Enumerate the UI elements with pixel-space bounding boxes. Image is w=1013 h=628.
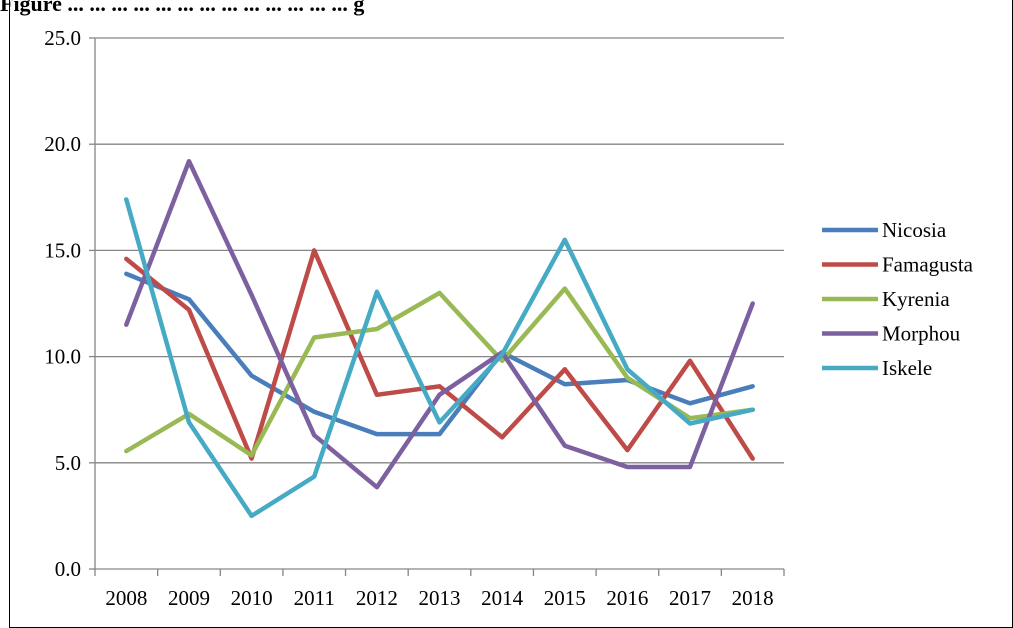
series-line-iskele (124, 197, 755, 519)
x-tick-label-2008: 2008 (105, 586, 147, 610)
x-tick-labels: 2008 2009 2010 2011 2012 2013 2014 2015 2016 2017… (105, 586, 773, 610)
legend-item-nicosia: Nicosia (822, 218, 947, 242)
y-tick-labels: 0.0 5.0 10.0 15.0 20.0 25.0 (44, 26, 81, 581)
legend-label: Iskele (882, 356, 932, 380)
x-tick-label-2017: 2017 (669, 586, 711, 610)
legend-item-morphou: Morphou (822, 322, 961, 346)
series-line-nicosia (124, 271, 755, 437)
x-tick-label-2013: 2013 (419, 586, 461, 610)
legend-item-iskele: Iskele (822, 356, 932, 380)
legend: Nicosia Famagusta Kyrenia Morphou Iskele (822, 218, 974, 380)
x-tick-label-2014: 2014 (481, 586, 524, 610)
y-tick-label-5.0: 5.0 (55, 451, 81, 475)
x-tick-label-2010: 2010 (231, 586, 273, 610)
legend-item-kyrenia: Kyrenia (822, 287, 950, 311)
y-tick-label-0.0: 0.0 (55, 557, 81, 581)
series-line-kyrenia (124, 286, 755, 458)
x-tick-label-2016: 2016 (606, 586, 648, 610)
y-tick-label-10.0: 10.0 (44, 345, 81, 369)
legend-label: Nicosia (882, 218, 947, 242)
y-tick-label-20.0: 20.0 (44, 132, 81, 156)
series-line-morphou (124, 158, 755, 490)
x-tick-label-2015: 2015 (544, 586, 586, 610)
x-tick-label-2018: 2018 (732, 586, 774, 610)
series-lines (124, 158, 755, 519)
legend-label: Kyrenia (882, 287, 950, 311)
y-tick-label-15.0: 15.0 (44, 238, 81, 262)
x-tick-label-2012: 2012 (356, 586, 398, 610)
axes (89, 37, 785, 576)
figure-caption: Figure ... ... ... ... ... ... ... ... .… (0, 0, 364, 16)
legend-label: Famagusta (882, 253, 974, 277)
legend-label: Morphou (882, 322, 961, 346)
legend-item-famagusta: Famagusta (822, 253, 974, 277)
x-tick-label-2009: 2009 (168, 586, 210, 610)
x-tick-label-2011: 2011 (294, 586, 335, 610)
series-line-famagusta (124, 248, 755, 461)
y-tick-label-25.0: 25.0 (44, 26, 81, 50)
